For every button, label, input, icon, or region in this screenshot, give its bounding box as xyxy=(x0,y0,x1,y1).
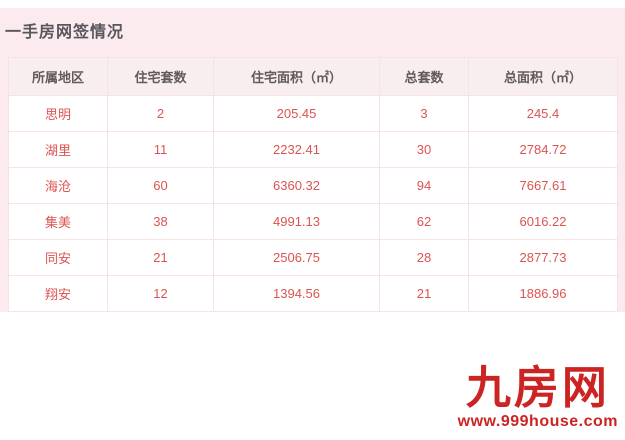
cell-total-area: 7667.61 xyxy=(468,167,618,204)
cell-total-area: 6016.22 xyxy=(468,203,618,240)
page-title: 一手房网签情况 xyxy=(5,24,125,41)
cell-residential-units: 11 xyxy=(107,131,214,168)
col-header-region: 所属地区 xyxy=(8,57,108,96)
col-header-total-units: 总套数 xyxy=(379,57,469,96)
cell-total-units: 30 xyxy=(379,131,469,168)
cell-region: 同安 xyxy=(8,239,108,276)
table-row: 思明 2 205.45 3 245.4 xyxy=(8,95,618,132)
cell-total-units: 62 xyxy=(379,203,469,240)
cell-total-area: 245.4 xyxy=(468,95,618,132)
cell-region: 思明 xyxy=(8,95,108,132)
cell-residential-units: 38 xyxy=(107,203,214,240)
cell-total-units: 28 xyxy=(379,239,469,276)
cell-total-area: 2784.72 xyxy=(468,131,618,168)
cell-total-area: 2877.73 xyxy=(468,239,618,276)
cell-total-units: 94 xyxy=(379,167,469,204)
table-row: 海沧 60 6360.32 94 7667.61 xyxy=(8,167,618,204)
table-row: 湖里 11 2232.41 30 2784.72 xyxy=(8,131,618,168)
cell-residential-area: 6360.32 xyxy=(213,167,380,204)
cell-region: 集美 xyxy=(8,203,108,240)
cell-total-units: 21 xyxy=(379,275,469,312)
cell-residential-area: 205.45 xyxy=(213,95,380,132)
signing-data-table: 所属地区 住宅套数 住宅面积（㎡） 总套数 总面积（㎡） 思明 2 205.45… xyxy=(8,57,618,312)
col-header-residential-units: 住宅套数 xyxy=(107,57,214,96)
cell-residential-units: 12 xyxy=(107,275,214,312)
col-header-residential-area: 住宅面积（㎡） xyxy=(213,57,380,96)
cell-residential-area: 1394.56 xyxy=(213,275,380,312)
table-row: 同安 21 2506.75 28 2877.73 xyxy=(8,239,618,276)
table-header-row: 所属地区 住宅套数 住宅面积（㎡） 总套数 总面积（㎡） xyxy=(8,57,618,96)
cell-residential-units: 21 xyxy=(107,239,214,276)
table-row: 翔安 12 1394.56 21 1886.96 xyxy=(8,275,618,312)
cell-residential-area: 2232.41 xyxy=(213,131,380,168)
cell-region: 翔安 xyxy=(8,275,108,312)
col-header-total-area: 总面积（㎡） xyxy=(468,57,618,96)
cell-residential-units: 60 xyxy=(107,167,214,204)
watermark: 九房网 www.999house.com xyxy=(458,365,618,431)
cell-region: 海沧 xyxy=(8,167,108,204)
cell-total-units: 3 xyxy=(379,95,469,132)
table-row: 集美 38 4991.13 62 6016.22 xyxy=(8,203,618,240)
cell-residential-area: 4991.13 xyxy=(213,203,380,240)
cell-region: 湖里 xyxy=(8,131,108,168)
report-panel: 一手房网签情况 所属地区 住宅套数 住宅面积（㎡） 总套数 总面积（㎡） xyxy=(0,8,625,312)
cell-total-area: 1886.96 xyxy=(468,275,618,312)
cell-residential-units: 2 xyxy=(107,95,214,132)
website-url-text: www.999house.com xyxy=(457,413,618,430)
cell-residential-area: 2506.75 xyxy=(213,239,380,276)
jiufangwang-logo: 九房网 xyxy=(465,362,610,413)
